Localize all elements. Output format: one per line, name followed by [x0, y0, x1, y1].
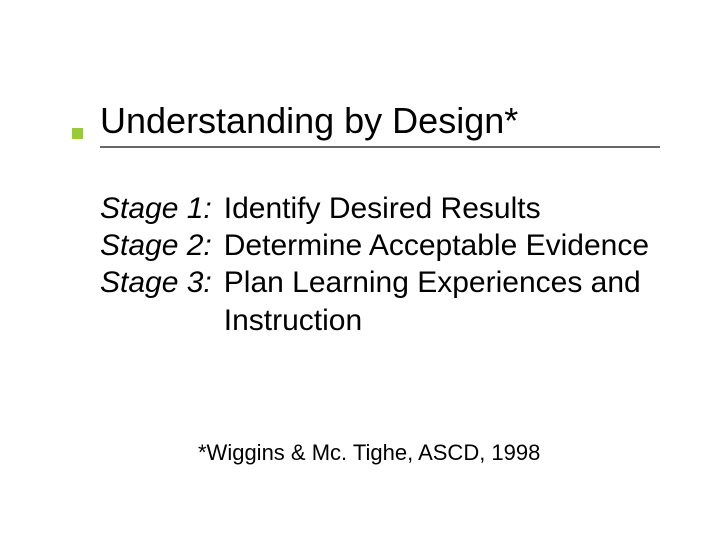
bullet-icon [72, 128, 83, 139]
stage-text: Determine Acceptable Evidence [212, 227, 649, 264]
list-item: Stage 1: Identify Desired Results [100, 190, 670, 227]
title-underline [100, 146, 660, 148]
stages-list: Stage 1: Identify Desired Results Stage … [100, 190, 670, 339]
stage-text: Plan Learning Experiences and Instructio… [212, 264, 670, 338]
stage-label: Stage 2: [100, 227, 212, 264]
list-item: Stage 3: Plan Learning Experiences and I… [100, 264, 670, 338]
stage-label: Stage 1: [100, 190, 212, 227]
list-item: Stage 2: Determine Acceptable Evidence [100, 227, 670, 264]
page-title: Understanding by Design* [100, 100, 518, 142]
stage-text: Identify Desired Results [212, 190, 541, 227]
stage-label: Stage 3: [100, 264, 212, 301]
footnote: *Wiggins & Mc. Tighe, ASCD, 1998 [198, 440, 540, 466]
